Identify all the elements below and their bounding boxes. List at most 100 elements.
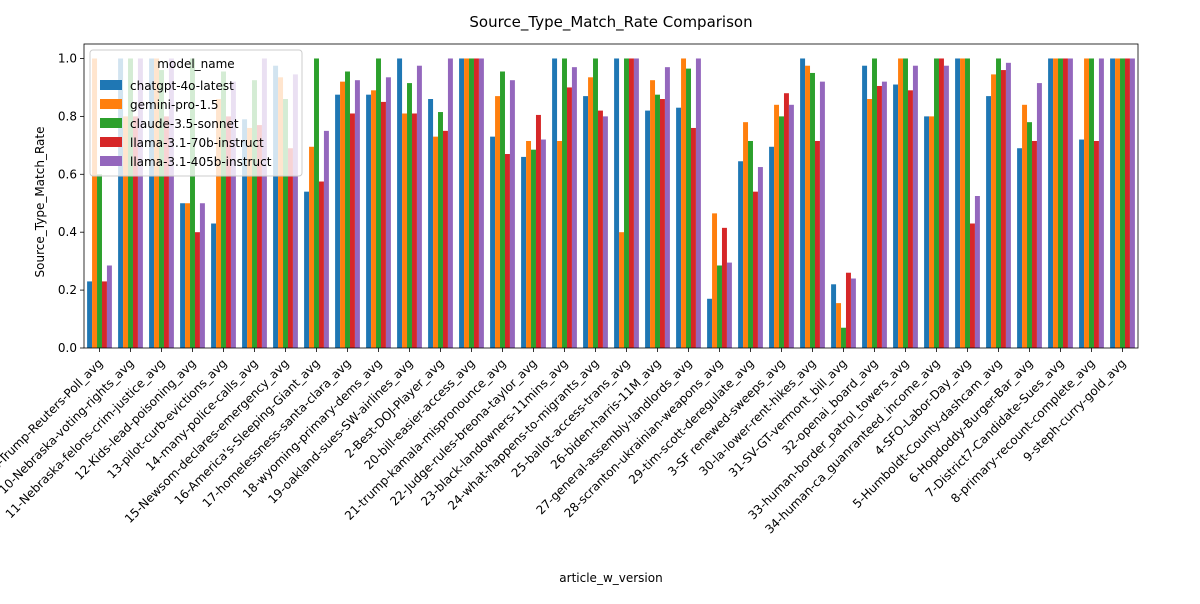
bar <box>1027 122 1032 348</box>
legend-title: model_name <box>157 57 234 71</box>
bar <box>180 203 186 348</box>
bar <box>469 58 474 348</box>
bar <box>407 83 412 348</box>
bar <box>562 58 567 348</box>
bar <box>819 81 825 348</box>
bar <box>314 58 319 348</box>
bar <box>788 104 794 348</box>
bar <box>92 58 98 348</box>
bar <box>123 116 129 348</box>
y-tick-label: 0.4 <box>58 225 77 239</box>
bar <box>686 68 691 349</box>
bar <box>814 140 820 348</box>
bar <box>490 136 496 348</box>
bars-layer <box>87 58 1135 349</box>
bar <box>428 99 434 348</box>
bar <box>287 148 293 348</box>
bar <box>1058 58 1063 348</box>
bar <box>464 58 470 348</box>
bar <box>230 81 236 348</box>
bar <box>929 116 935 348</box>
bar <box>118 58 124 348</box>
bar <box>690 127 696 349</box>
bar <box>154 58 160 348</box>
bar <box>602 116 608 348</box>
bar <box>211 223 217 348</box>
bar <box>1129 58 1135 348</box>
bar <box>552 58 558 348</box>
y-tick-label: 0.0 <box>58 341 77 355</box>
bar <box>664 67 670 348</box>
bar <box>509 80 515 348</box>
bar <box>1079 139 1085 348</box>
bar <box>132 116 138 348</box>
bar <box>965 58 970 348</box>
bar <box>659 99 665 348</box>
bar <box>376 58 381 348</box>
bar <box>800 58 806 348</box>
bar <box>974 196 980 348</box>
bar <box>721 227 727 348</box>
bar <box>676 107 682 348</box>
bar <box>97 174 102 348</box>
bar <box>645 110 651 348</box>
bar <box>924 116 930 348</box>
legend-label: gemini-pro-1.5 <box>130 98 219 112</box>
bar <box>810 72 815 348</box>
bar <box>309 146 315 348</box>
legend-swatch <box>100 99 122 109</box>
bar <box>1031 140 1037 348</box>
y-tick-label: 0.6 <box>58 167 77 181</box>
bar <box>1053 58 1059 348</box>
bar <box>1048 58 1054 348</box>
legend-box <box>89 49 303 177</box>
bar <box>850 278 856 348</box>
bar <box>163 116 169 348</box>
bar <box>571 67 577 348</box>
bar <box>447 58 453 348</box>
bar <box>1000 70 1006 348</box>
bar <box>938 58 944 348</box>
bar <box>893 84 899 348</box>
bar <box>624 58 629 348</box>
bar <box>633 58 639 348</box>
x-axis-label: article_w_version <box>559 571 662 585</box>
bar <box>416 65 422 349</box>
bar <box>1098 58 1104 348</box>
bar <box>991 74 997 349</box>
bar <box>478 58 484 348</box>
bar <box>225 116 231 348</box>
bar <box>805 65 811 349</box>
plot-frame <box>83 43 1139 349</box>
bar <box>1062 58 1068 348</box>
bar <box>588 77 594 349</box>
bar <box>221 71 226 348</box>
bar <box>774 104 780 348</box>
bar <box>216 99 222 348</box>
bar <box>137 58 143 348</box>
bar <box>783 93 789 348</box>
bar <box>943 65 949 349</box>
legend-label: llama-3.1-405b-instruct <box>130 155 272 169</box>
bar <box>433 136 439 348</box>
bar <box>402 113 408 349</box>
bar <box>159 70 164 348</box>
bar <box>101 281 107 348</box>
bar <box>960 58 966 348</box>
legend-label: chatgpt-4o-latest <box>130 79 234 93</box>
bar <box>194 232 200 348</box>
bar <box>185 203 191 348</box>
bar <box>354 80 360 348</box>
bar <box>1115 58 1121 348</box>
bar <box>323 130 329 348</box>
bar <box>128 58 133 348</box>
bar <box>168 58 174 348</box>
bar <box>247 127 253 349</box>
y-tick-label: 0.2 <box>58 283 77 297</box>
bar <box>540 139 546 348</box>
bar <box>845 272 851 348</box>
bar <box>349 113 355 349</box>
bar <box>712 213 718 348</box>
